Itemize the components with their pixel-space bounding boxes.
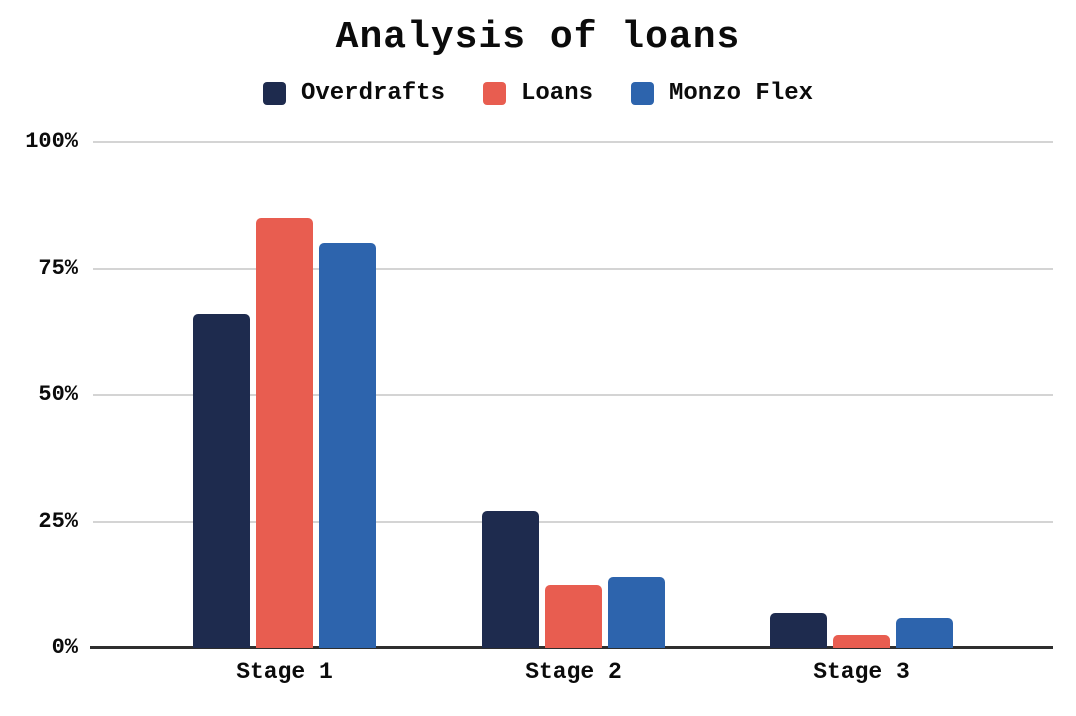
y-axis-tick-label: 0% — [51, 635, 78, 660]
gridline-25 — [93, 520, 1053, 523]
legend-item-monzo-flex: Monzo Flex — [631, 80, 813, 107]
gridline-50 — [93, 394, 1053, 396]
gridline-100 — [93, 141, 1053, 143]
legend-swatch-icon — [631, 82, 654, 105]
bar-overdrafts — [482, 511, 539, 648]
bar-loans — [833, 635, 890, 648]
x-axis-category-label: Stage 3 — [813, 659, 910, 685]
legend-label: Loans — [520, 80, 593, 107]
bar-loans — [545, 585, 602, 648]
bar-group-stage-2 — [482, 142, 665, 648]
bar-monzo-flex — [319, 243, 376, 648]
legend-swatch-icon — [262, 82, 286, 105]
bar-group-stage-1 — [193, 142, 376, 648]
legend-swatch-icon — [482, 82, 506, 105]
y-axis-tick-label: 50% — [38, 382, 78, 407]
legend-item-overdrafts: Overdrafts — [262, 80, 445, 107]
chart-legend: Overdrafts Loans Monzo Flex — [0, 80, 1076, 107]
legend-item-loans: Loans — [482, 80, 593, 107]
bar-overdrafts — [193, 314, 250, 648]
x-axis-category-label: Stage 1 — [236, 659, 333, 685]
bar-loans — [256, 218, 313, 648]
bar-monzo-flex — [608, 577, 665, 648]
bar-group-stage-3 — [770, 142, 953, 648]
x-axis-category-label: Stage 2 — [525, 659, 622, 685]
legend-label: Monzo Flex — [669, 80, 814, 107]
legend-label: Overdrafts — [300, 80, 445, 107]
plot-area — [90, 141, 1053, 649]
bar-overdrafts — [770, 613, 827, 648]
y-axis-tick-label: 100% — [25, 129, 78, 154]
y-axis-tick-label: 25% — [38, 508, 78, 534]
chart-title: Analysis of loans — [335, 16, 741, 59]
y-axis-tick-label: 75% — [38, 255, 78, 281]
bar-monzo-flex — [896, 618, 953, 648]
gridline-75 — [93, 267, 1053, 270]
